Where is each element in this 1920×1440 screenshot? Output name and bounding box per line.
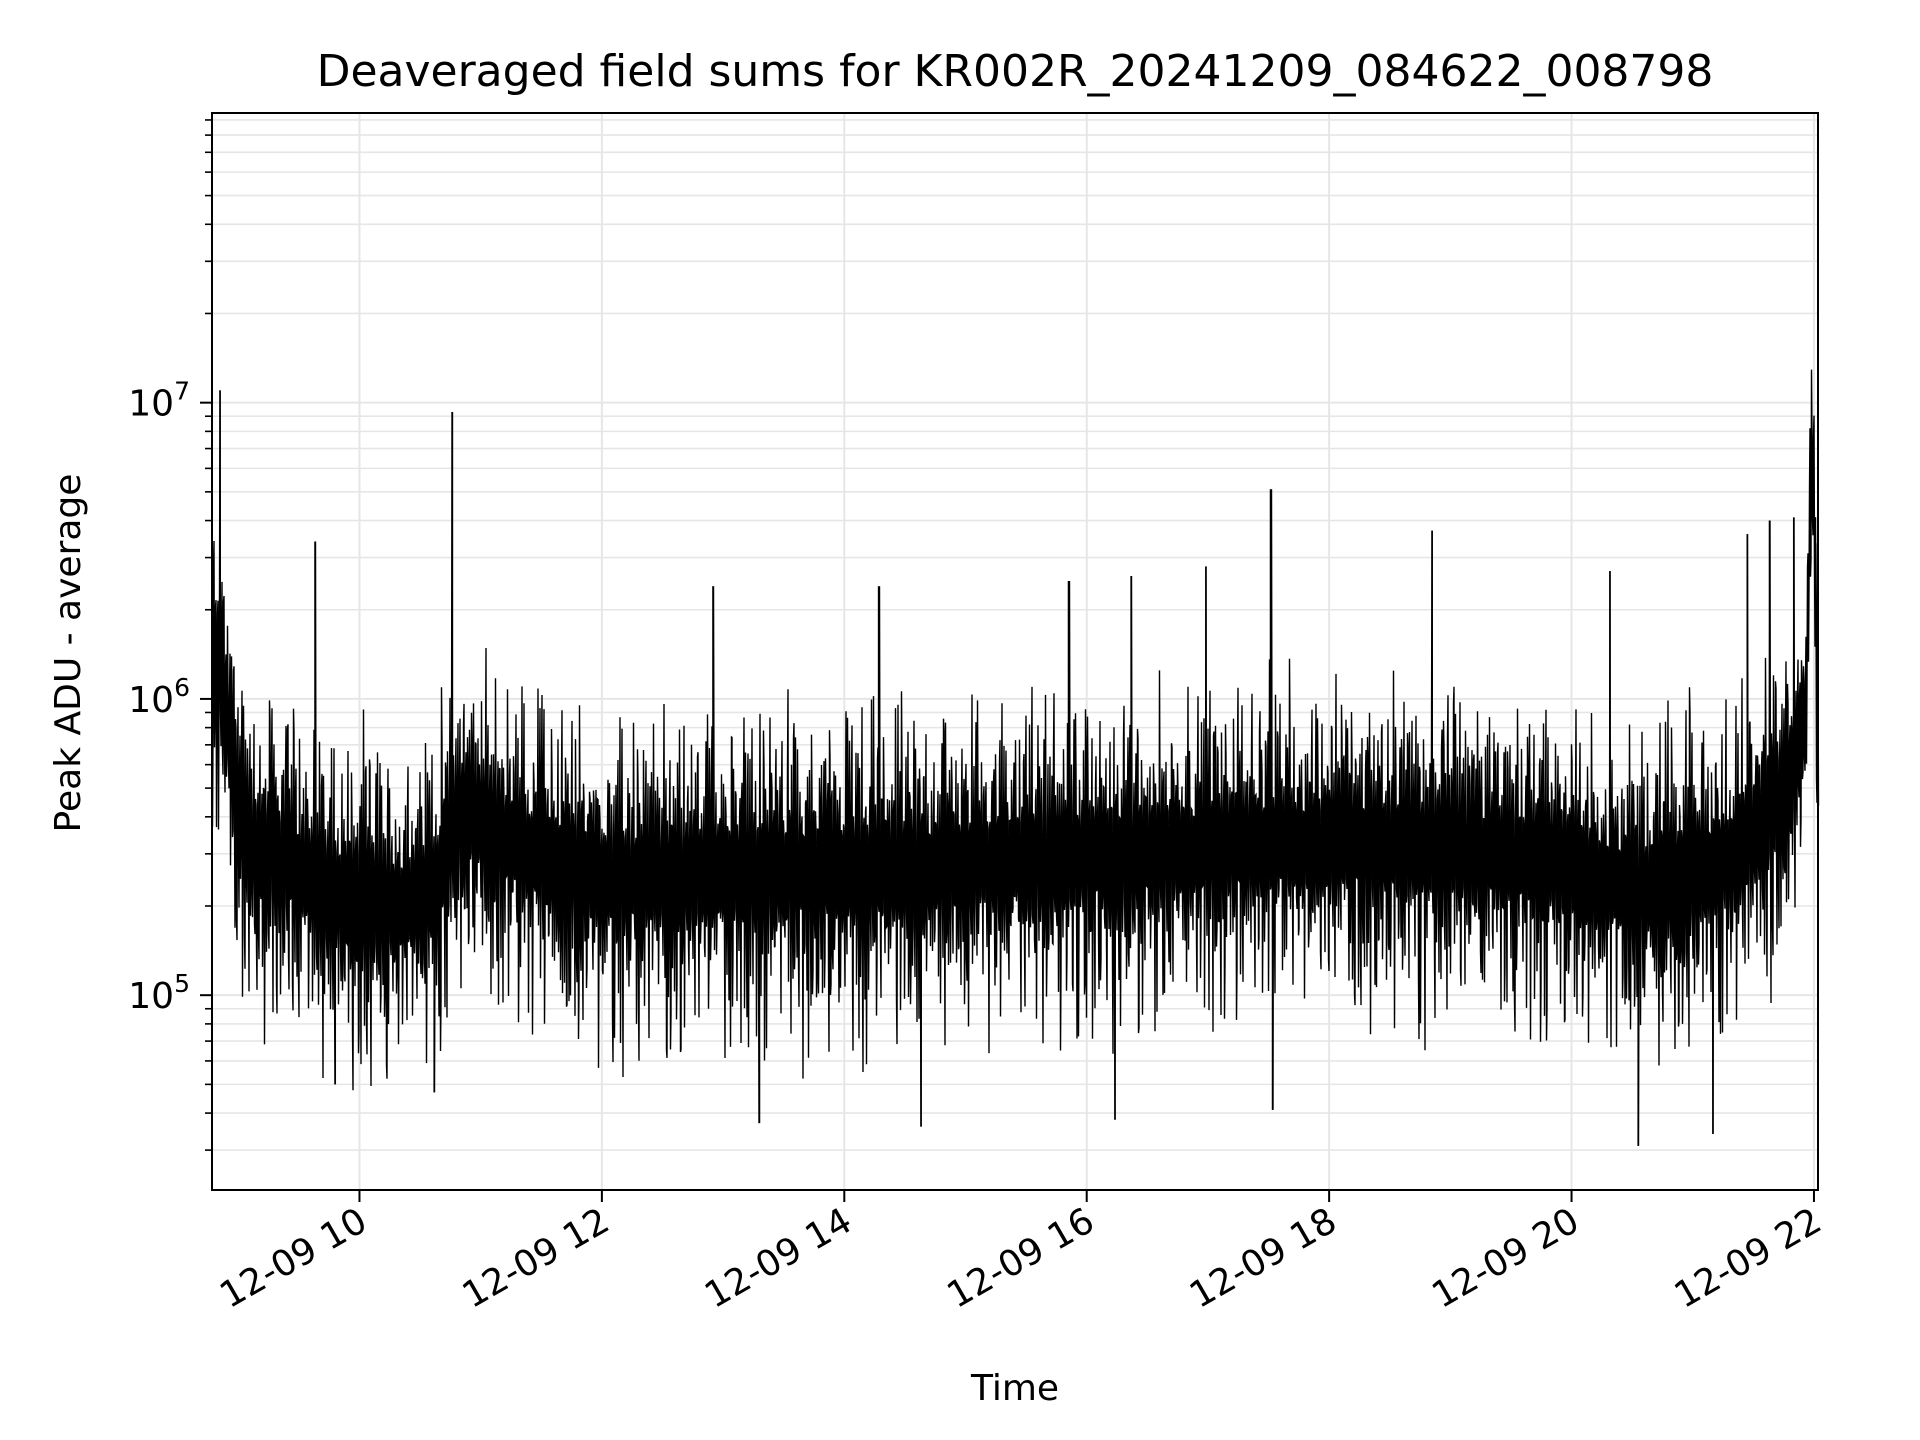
y-ticks: 105 106 107 — [128, 119, 212, 1151]
y-tick-label: 106 — [128, 673, 190, 721]
x-axis-label: Time — [970, 1368, 1059, 1409]
y-tick-label: 105 — [128, 969, 190, 1017]
series-line — [211, 369, 1820, 1146]
y-axis-label: Peak ADU - average — [48, 474, 89, 833]
series-layer — [211, 369, 1820, 1146]
y-tick-label: 107 — [128, 377, 190, 425]
chart-title: Deaveraged field sums for KR002R_2024120… — [317, 46, 1714, 97]
plot-frame — [211, 112, 1819, 1191]
